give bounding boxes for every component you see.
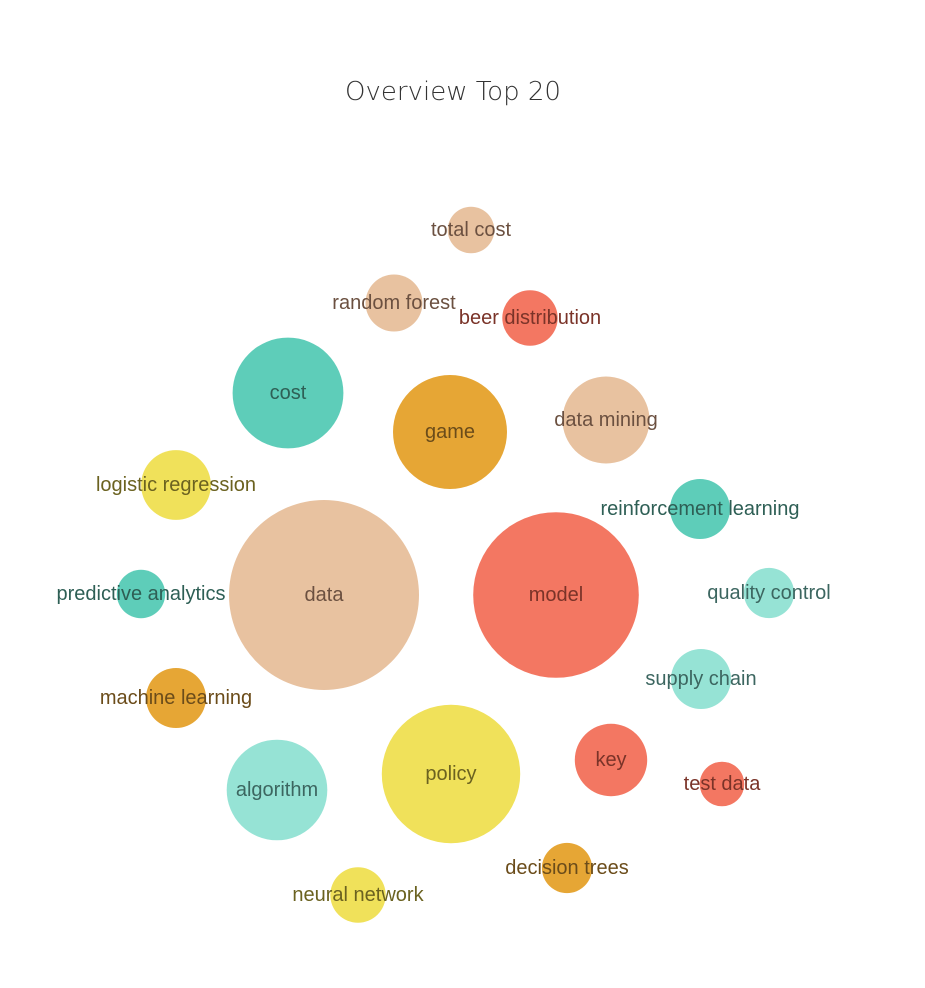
bubble-reinforcement-learning[interactable] xyxy=(670,479,730,539)
bubble-predictive-analytics[interactable] xyxy=(116,569,166,619)
bubble-total-cost[interactable] xyxy=(447,206,495,254)
bubble-game[interactable] xyxy=(393,375,507,489)
labels-layer: data model policy game cost algorithm data min… xyxy=(57,219,831,906)
bubble-random-forest[interactable] xyxy=(365,274,423,332)
bubble-algorithm[interactable] xyxy=(226,739,328,841)
bubble-label-supply-chain: supply chain xyxy=(645,668,756,690)
bubble-data-mining[interactable] xyxy=(562,376,650,464)
bubbles-layer xyxy=(116,206,795,923)
bubble-label-cost: cost xyxy=(270,382,307,404)
bubble-supply-chain[interactable] xyxy=(671,649,731,709)
bubble-machine-learning[interactable] xyxy=(146,668,206,728)
bubble-label-model: model xyxy=(529,584,583,606)
bubble-logistic-regression[interactable] xyxy=(141,450,211,520)
bubble-decision-trees[interactable] xyxy=(541,842,593,894)
bubble-neural-network[interactable] xyxy=(330,867,386,923)
bubble-model[interactable] xyxy=(473,512,639,678)
bubble-label-logistic-regression: logistic regression xyxy=(96,474,256,496)
bubble-label-policy: policy xyxy=(425,763,476,785)
bubble-label-machine-learning: machine learning xyxy=(100,687,252,709)
bubble-beer-distribution[interactable] xyxy=(502,290,558,346)
bubble-cost[interactable] xyxy=(232,337,344,449)
bubble-label-data: data xyxy=(305,584,345,606)
bubble-label-algorithm: algorithm xyxy=(236,779,318,801)
bubble-label-quality-control: quality control xyxy=(707,582,830,604)
bubble-policy[interactable] xyxy=(381,704,521,844)
bubble-label-beer-distribution: beer distribution xyxy=(459,307,601,329)
bubble-label-total-cost: total cost xyxy=(431,219,511,241)
bubble-key[interactable] xyxy=(574,723,648,797)
bubble-label-test-data: test data xyxy=(684,773,762,795)
bubble-label-game: game xyxy=(425,421,475,443)
bubble-label-predictive-analytics: predictive analytics xyxy=(57,583,226,605)
bubble-test-data[interactable] xyxy=(699,761,745,807)
bubble-quality-control[interactable] xyxy=(743,567,795,619)
bubble-label-random-forest: random forest xyxy=(332,292,456,314)
bubble-label-reinforcement-learning: reinforcement learning xyxy=(601,498,800,520)
bubble-label-key: key xyxy=(595,749,626,771)
bubble-data[interactable] xyxy=(229,500,419,690)
bubble-label-neural-network: neural network xyxy=(292,884,424,906)
bubble-label-decision-trees: decision trees xyxy=(505,857,628,879)
bubble-label-data-mining: data mining xyxy=(554,409,657,431)
chart-title: Overview Top 20 xyxy=(345,77,561,107)
